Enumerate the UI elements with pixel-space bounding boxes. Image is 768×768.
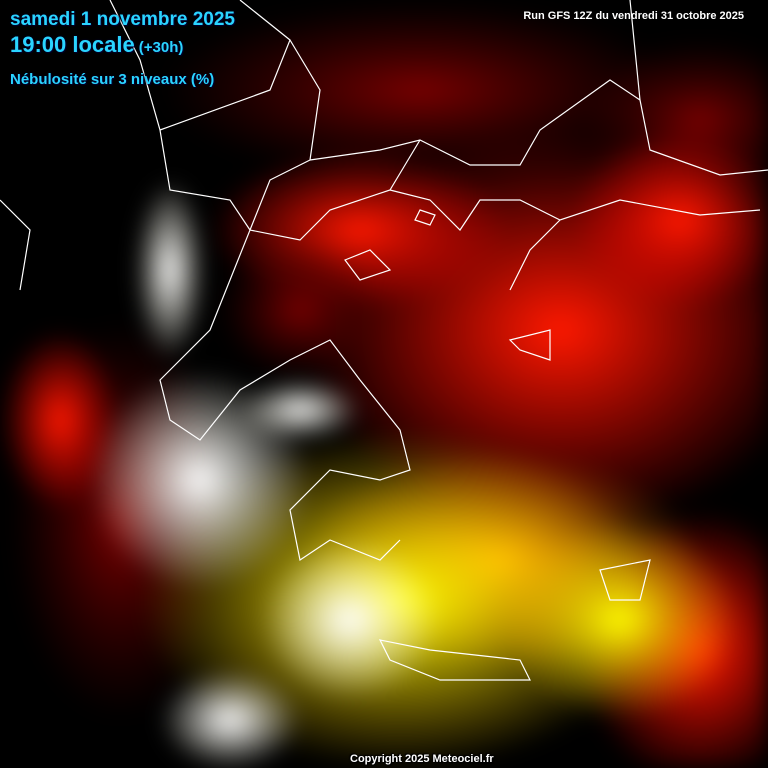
lead-time: (+30h) [138,39,184,56]
forecast-date: samedi 1 novembre 2025 [10,9,235,30]
parameter-title: Nébulosité sur 3 niveaux (%) [10,71,215,88]
copyright: Copyright 2025 Meteociel.fr [350,753,494,765]
local-time: 19:00 locale [10,32,135,57]
model-run-info: Run GFS 12Z du vendredi 31 octobre 2025 [523,10,744,22]
forecast-time: 19:00 locale (+30h) [10,32,183,58]
